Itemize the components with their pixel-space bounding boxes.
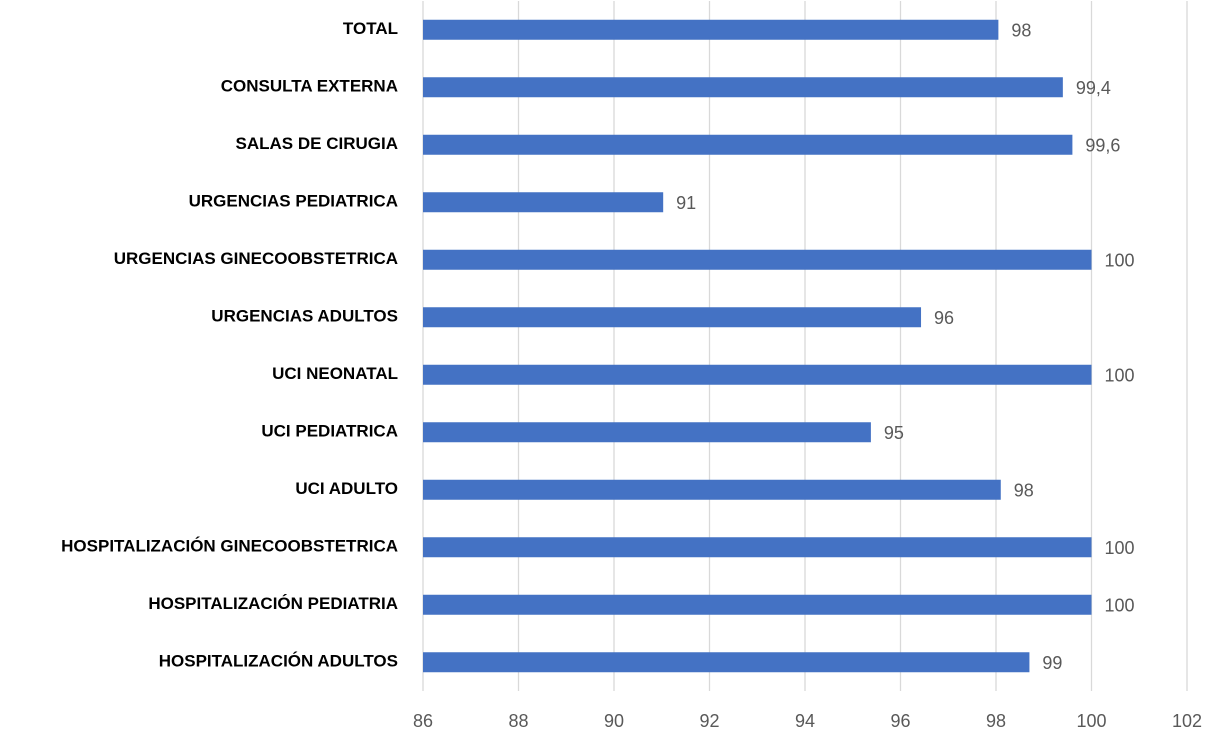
value-label: 100 xyxy=(1105,251,1135,271)
value-label: 100 xyxy=(1105,596,1135,616)
value-label: 100 xyxy=(1105,366,1135,386)
y-tick-label: URGENCIAS GINECOOBSTETRICA xyxy=(114,249,398,268)
bar xyxy=(423,479,1001,500)
value-label: 98 xyxy=(1011,21,1031,41)
y-tick-label: CONSULTA EXTERNA xyxy=(221,77,398,96)
value-label: 99,4 xyxy=(1076,78,1111,98)
y-tick-label: URGENCIAS PEDIATRICA xyxy=(189,192,398,211)
x-tick-label: 90 xyxy=(604,711,624,731)
value-label: 100 xyxy=(1105,538,1135,558)
x-tick-label: 102 xyxy=(1172,711,1202,731)
x-tick-label: 86 xyxy=(413,711,433,731)
bar xyxy=(423,77,1063,98)
bar xyxy=(423,134,1073,155)
x-tick-label: 100 xyxy=(1076,711,1106,731)
y-tick-label: TOTAL xyxy=(343,19,398,38)
value-label: 99,6 xyxy=(1085,136,1120,156)
value-label: 98 xyxy=(1014,481,1034,501)
bar xyxy=(423,192,664,213)
x-tick-label: 94 xyxy=(795,711,815,731)
y-tick-label: HOSPITALIZACIÓN ADULTOS xyxy=(159,652,398,671)
x-tick-label: 92 xyxy=(699,711,719,731)
value-label: 96 xyxy=(934,308,954,328)
bar xyxy=(423,307,922,328)
bar xyxy=(423,249,1092,270)
value-label: 95 xyxy=(884,423,904,443)
bar xyxy=(423,364,1092,385)
x-tick-label: 96 xyxy=(890,711,910,731)
bar xyxy=(423,422,871,443)
bar xyxy=(423,594,1092,615)
bar xyxy=(423,537,1092,558)
value-label: 91 xyxy=(676,193,696,213)
y-tick-label: HOSPITALIZACIÓN GINECOOBSTETRICA xyxy=(61,537,398,556)
value-label: 99 xyxy=(1042,653,1062,673)
x-tick-label: 88 xyxy=(508,711,528,731)
y-tick-label: UCI ADULTO xyxy=(295,479,398,498)
y-tick-label: URGENCIAS ADULTOS xyxy=(211,307,398,326)
y-tick-label: UCI NEONATAL xyxy=(272,364,398,383)
x-tick-label: 98 xyxy=(986,711,1006,731)
y-tick-label: SALAS DE CIRUGIA xyxy=(236,134,398,153)
bar xyxy=(423,652,1030,673)
y-tick-label: HOSPITALIZACIÓN PEDIATRIA xyxy=(148,594,398,613)
bar xyxy=(423,19,999,40)
y-tick-label: UCI PEDIATRICA xyxy=(261,422,398,441)
